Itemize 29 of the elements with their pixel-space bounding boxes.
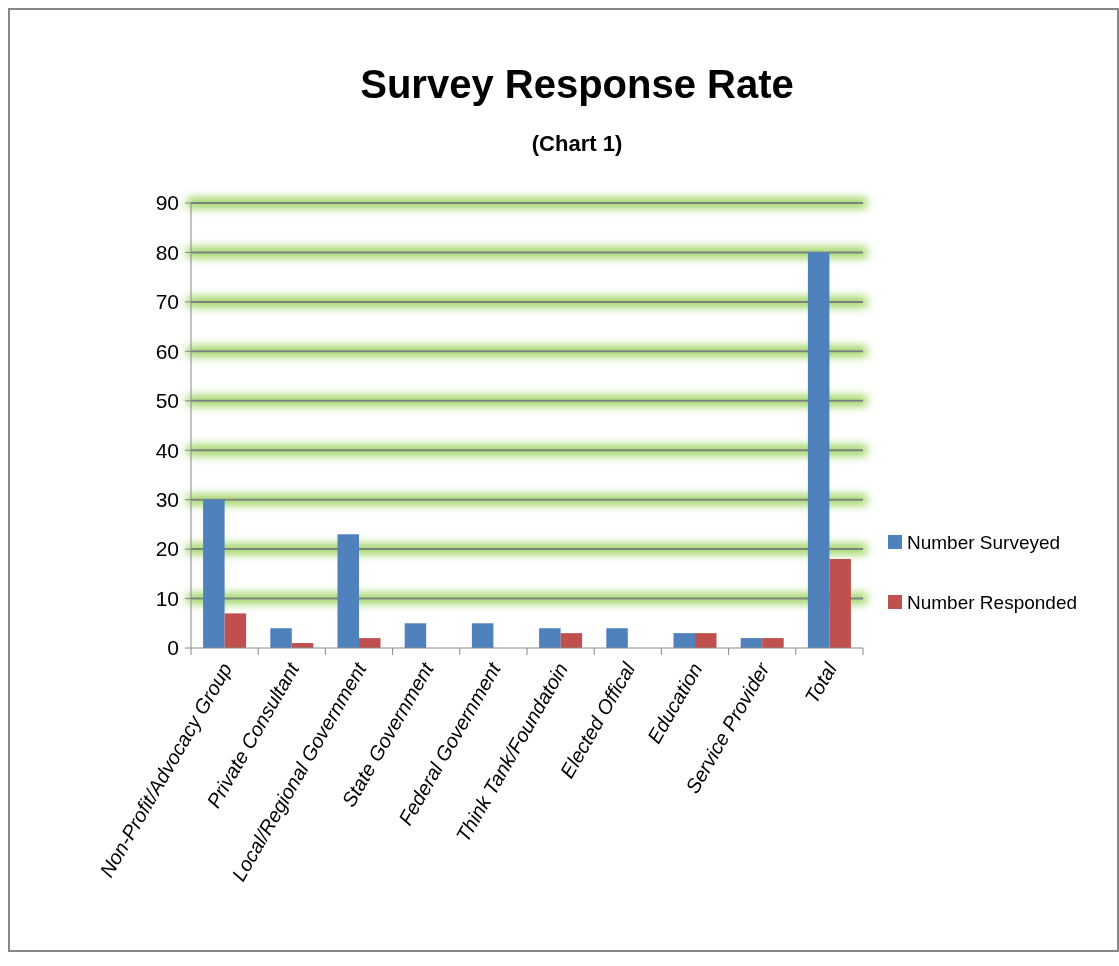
bar	[203, 499, 225, 648]
chart-subtitle: (Chart 1)	[531, 131, 623, 156]
bar	[695, 633, 717, 648]
y-tick-label: 90	[155, 191, 179, 215]
bar	[762, 638, 784, 648]
bar	[224, 613, 247, 648]
y-tick-label: 70	[155, 290, 179, 314]
legend-label: Number Surveyed	[907, 531, 1061, 553]
bar	[471, 623, 494, 648]
bar	[673, 633, 695, 648]
bar	[829, 559, 851, 648]
y-tick-label: 40	[155, 438, 179, 462]
bar	[606, 628, 628, 648]
chart-title: Survey Response Rate	[360, 62, 794, 106]
bar	[539, 628, 561, 648]
y-tick-label: 0	[167, 636, 179, 660]
y-tick-label: 80	[155, 240, 179, 264]
legend-label: Number Responded	[907, 591, 1078, 613]
bar	[404, 623, 427, 648]
y-tick-label: 60	[155, 339, 179, 363]
bar	[560, 633, 583, 648]
y-tick-label: 50	[155, 389, 179, 413]
bar	[359, 638, 381, 648]
y-tick-label: 30	[155, 488, 179, 512]
bar	[807, 252, 830, 648]
bar	[270, 628, 292, 648]
y-tick-label: 20	[155, 537, 179, 561]
bar	[337, 534, 359, 648]
y-tick-label: 10	[155, 586, 179, 610]
